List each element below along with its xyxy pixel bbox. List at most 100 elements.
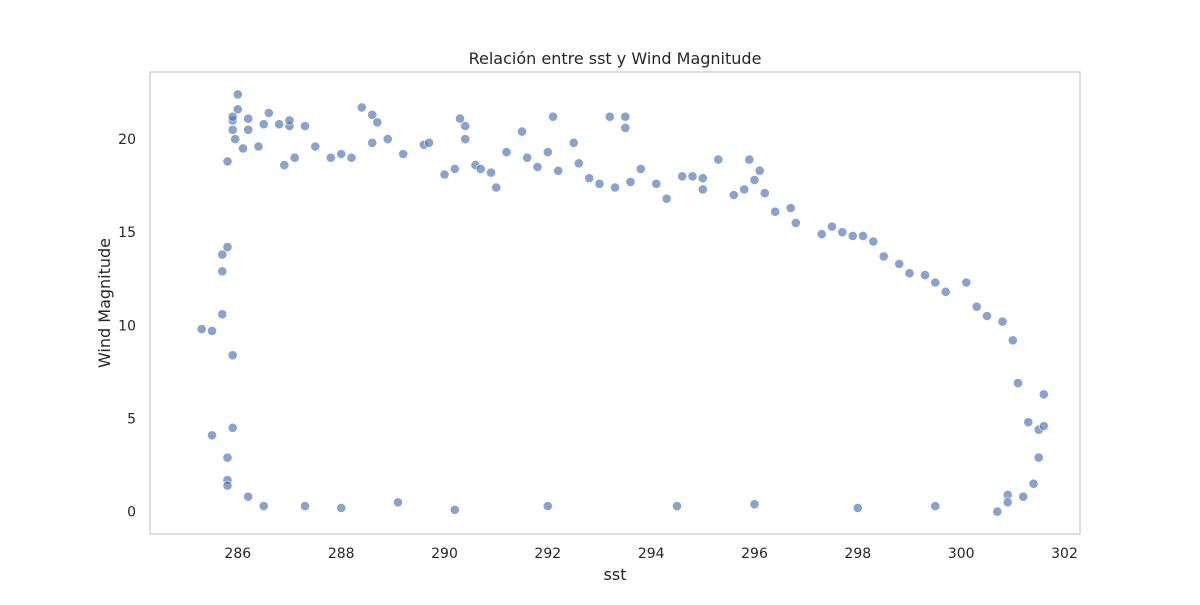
scatter-point-115 <box>542 501 553 511</box>
scatter-point-87 <box>837 227 848 238</box>
scatter-point-57 <box>542 147 553 157</box>
x-tick-label-300: 300 <box>948 546 975 562</box>
scatter-point-67 <box>625 176 636 187</box>
y-tick-label-20: 20 <box>118 132 136 148</box>
scatter-point-118 <box>449 504 460 515</box>
scatter-point-49 <box>475 163 486 174</box>
scatter-point-2 <box>207 430 217 441</box>
scatter-point-85 <box>816 229 827 239</box>
scatter-point-52 <box>501 147 512 157</box>
scatter-point-96 <box>940 286 951 297</box>
scatter-point-27 <box>284 115 295 126</box>
scatter-point-3 <box>217 249 228 260</box>
scatter-point-119 <box>672 501 682 511</box>
scatter-point-46 <box>460 134 471 144</box>
scatter-point-77 <box>739 184 750 195</box>
scatter-point-18 <box>230 134 241 144</box>
scatter-point-81 <box>759 188 770 198</box>
x-tick-label-296: 296 <box>741 546 768 562</box>
scatter-point-23 <box>263 108 274 118</box>
scatter-point-63 <box>604 111 615 122</box>
scatter-point-112 <box>1002 497 1013 508</box>
scatter-point-73 <box>697 173 708 184</box>
scatter-point-91 <box>878 251 889 262</box>
scatter-point-56 <box>548 111 558 122</box>
scatter-point-114 <box>749 499 760 510</box>
scatter-point-97 <box>961 277 972 288</box>
x-axis-label: sst <box>604 565 627 584</box>
scatter-point-117 <box>258 501 269 511</box>
scatter-point-9 <box>222 156 233 167</box>
x-tick-label-292: 292 <box>534 546 561 562</box>
scatter-point-93 <box>904 268 915 279</box>
scatter-point-6 <box>222 452 233 463</box>
scatter-point-14 <box>227 422 238 433</box>
scatter-point-79 <box>749 175 760 185</box>
scatter-point-105 <box>1038 389 1049 400</box>
chart-title: Relación entre sst y Wind Magnitude <box>469 49 762 68</box>
scatter-point-95 <box>930 277 941 288</box>
plot-frame <box>149 71 1081 535</box>
scatter-point-103 <box>1023 417 1034 428</box>
scatter-point-107 <box>1033 452 1044 463</box>
scatter-point-28 <box>300 121 310 131</box>
y-tick-label-10: 10 <box>118 318 136 334</box>
scatter-point-36 <box>367 109 378 120</box>
y-tick-label-5: 5 <box>127 412 136 428</box>
x-tick-label-288: 288 <box>328 546 355 562</box>
scatter-point-121 <box>243 491 254 502</box>
scatter-point-64 <box>620 111 631 122</box>
scatter-point-75 <box>713 154 724 165</box>
scatter-point-44 <box>455 113 465 124</box>
scatter-point-70 <box>661 193 672 204</box>
scatter-point-13 <box>227 124 238 135</box>
scatter-point-50 <box>486 167 496 178</box>
scatter-point-89 <box>858 230 868 241</box>
scatter-point-76 <box>728 190 739 200</box>
scatter-point-33 <box>336 149 347 159</box>
scatter-point-1 <box>207 325 217 336</box>
scatter-point-80 <box>754 165 765 176</box>
scatter-point-55 <box>532 162 543 172</box>
scatter-point-17 <box>232 104 243 115</box>
scatter-point-22 <box>253 141 264 152</box>
scatter-point-100 <box>997 316 1008 327</box>
scatter-point-24 <box>258 119 269 130</box>
scatter-point-31 <box>310 141 321 152</box>
scatter-point-32 <box>325 152 336 163</box>
scatter-point-92 <box>894 258 905 269</box>
scatter-point-30 <box>289 152 300 163</box>
scatter-point-43 <box>439 169 450 180</box>
scatter-point-106 <box>1038 421 1049 431</box>
scatter-point-101 <box>1007 335 1018 346</box>
scatter-point-59 <box>568 137 579 148</box>
scatter-point-82 <box>770 206 781 217</box>
scatter-point-40 <box>398 149 409 159</box>
scatter-point-62 <box>594 178 605 189</box>
x-tick-label-298: 298 <box>844 546 871 562</box>
scatter-point-19 <box>238 143 248 154</box>
scatter-point-53 <box>517 126 527 137</box>
scatter-point-37 <box>372 117 383 128</box>
scatter-point-45 <box>460 121 471 131</box>
scatter-point-84 <box>790 217 801 228</box>
scatter-point-78 <box>744 154 755 165</box>
scatter-point-4 <box>217 266 228 277</box>
scatter-point-12 <box>227 111 238 122</box>
scatter-point-10 <box>222 242 233 252</box>
scatter-point-109 <box>1018 491 1029 502</box>
scatter-point-123 <box>393 497 403 508</box>
scatter-point-68 <box>635 163 646 174</box>
scatter-point-8 <box>222 480 233 491</box>
scatter-point-122 <box>300 501 310 511</box>
scatter-point-98 <box>971 301 982 312</box>
scatter-point-20 <box>243 124 254 135</box>
y-tick-labels: 0 5 10 15 20 <box>118 132 136 520</box>
scatter-point-83 <box>785 203 796 213</box>
scatter-point-25 <box>274 119 285 130</box>
scatter-point-47 <box>449 163 460 174</box>
scatter-point-102 <box>1013 378 1023 388</box>
scatter-point-51 <box>491 182 502 193</box>
